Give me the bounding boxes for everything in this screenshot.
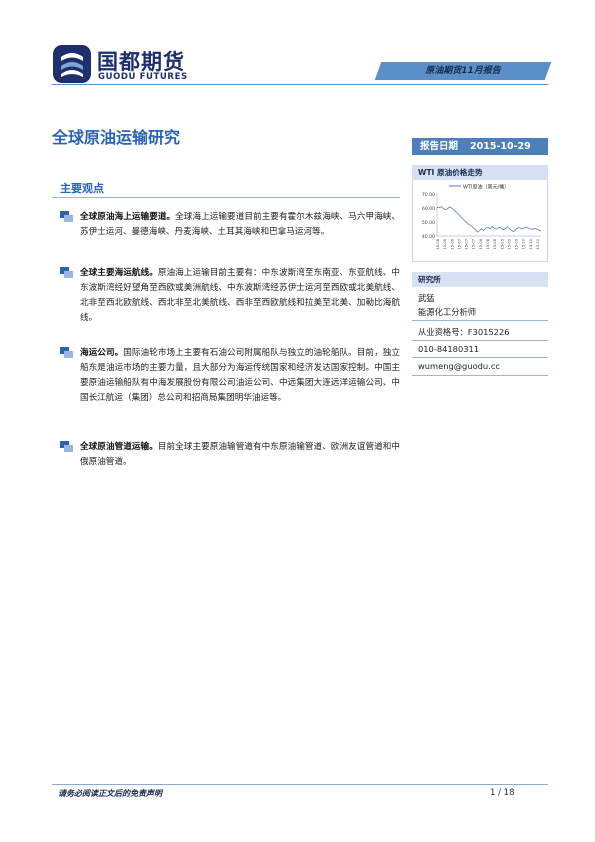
y-tick-label: 60.00 (422, 206, 435, 212)
x-tick-label: 15-07 (472, 239, 476, 249)
page-title: 全球原油运输研究 (52, 128, 181, 147)
report-date-label: 报告日期 (420, 141, 459, 152)
research-header: 研究所 (412, 272, 548, 287)
sidebar-divider (412, 320, 548, 321)
analyst-phone: 010-84180311 (418, 344, 480, 354)
disclaimer-link[interactable]: 请务必阅读正文后的免责声明 (58, 789, 162, 798)
x-tick-label: 15-07 (465, 239, 469, 249)
report-date-bar: 报告日期 2015-10-29 (412, 138, 548, 155)
bullet-body: 全球海上运输要道目前主要有霍尔木兹海峡、马六甲海峡、苏伊士运河、曼德海峡、丹麦海… (80, 212, 400, 237)
guodu-logo-icon (53, 45, 91, 83)
logo-chinese-name: 国都期货 (97, 50, 185, 74)
x-tick-label: 15-09 (507, 238, 511, 249)
wti-chart-box: WTI原油（美元/桶） 70.00 60.00 50.00 40.00 15-06 15-0… (412, 180, 548, 262)
x-tick-label: 15-09 (515, 238, 519, 249)
bullet-heading: 全球主要海运航线。 (80, 268, 158, 278)
chart-header: WTI 原油价格走势 (412, 165, 548, 180)
x-tick-label: 15-10 (522, 238, 526, 249)
x-tick-label: 15-08 (479, 238, 483, 249)
company-logo: 国都期货 GUODU FUTURES (52, 44, 202, 88)
logo-english-name: GUODU FUTURES (98, 72, 188, 82)
x-tick-label: 15-06 (450, 238, 454, 249)
sidebar-divider (412, 357, 548, 358)
report-date-value: 2015-10-29 (470, 141, 531, 152)
bullet-icon (60, 267, 73, 278)
analyst-name: 武猛 (418, 293, 435, 303)
y-tick-label: 50.00 (422, 220, 435, 226)
header-divider (52, 84, 548, 85)
bullet-heading: 全球原油海上运输要道。 (80, 212, 176, 222)
x-tick-label: 15-07 (457, 239, 461, 249)
page-number: 1 / 18 (490, 788, 515, 798)
x-tick-label: 15-10 (529, 238, 533, 249)
legend-label: WTI原油（美元/桶） (463, 184, 509, 191)
bullet-icon (60, 441, 73, 452)
x-tick-label: 15-08 (493, 238, 497, 249)
bullet-body: 原油海上运输目前主要有：中东波斯湾至东南亚、东亚航线、中东波斯湾经好望角至西欧或… (80, 268, 400, 323)
bullet-icon (60, 211, 73, 222)
summary-bullet: 全球原油海上运输要道。全球海上运输要道目前主要有霍尔木兹海峡、马六甲海峡、苏伊士… (60, 210, 400, 240)
x-tick-label: 15-06 (436, 238, 440, 249)
summary-section-title: 主要观点 (60, 182, 104, 195)
sidebar-divider (412, 340, 548, 341)
x-tick-label: 15-10 (536, 238, 540, 249)
wti-price-line (436, 206, 542, 233)
bullet-heading: 全球原油管道运输。 (80, 442, 158, 452)
bullet-icon (60, 347, 73, 358)
analyst-license: 从业资格号：F3015226 (418, 327, 510, 337)
x-tick-label: 15-08 (486, 238, 490, 249)
analyst-email[interactable]: wumeng@guodu.cc (418, 361, 500, 371)
sidebar-divider (412, 375, 548, 376)
summary-bullet: 全球原油管道运输。目前全球主要原油输管道有中东原油输管道、欧洲友谊管道和中俄原油… (60, 440, 400, 470)
report-tag: 原油期货11月报告 (425, 66, 501, 76)
analyst-title: 能源化工分析师 (418, 307, 477, 317)
x-tick-label: 15-06 (443, 238, 447, 249)
x-tick-label: 15-09 (500, 238, 504, 249)
summary-divider (52, 197, 400, 198)
summary-bullet: 全球主要海运航线。原油海上运输目前主要有：中东波斯湾至东南亚、东亚航线、中东波斯… (60, 266, 400, 326)
y-tick-label: 70.00 (422, 192, 435, 198)
y-tick-label: 40.00 (422, 234, 435, 240)
footer-divider (52, 784, 548, 785)
summary-bullet: 海运公司。国际油轮市场上主要有石油公司附属船队与独立的油轮船队。目前，独立船东是… (60, 346, 400, 406)
bullet-body: 国际油轮市场上主要有石油公司附属船队与独立的油轮船队。目前，独立船东是油运市场的… (80, 348, 400, 403)
bullet-body: 目前全球主要原油输管道有中东原油输管道、欧洲友谊管道和中俄原油管道。 (80, 442, 400, 467)
bullet-heading: 海运公司。 (80, 348, 124, 358)
